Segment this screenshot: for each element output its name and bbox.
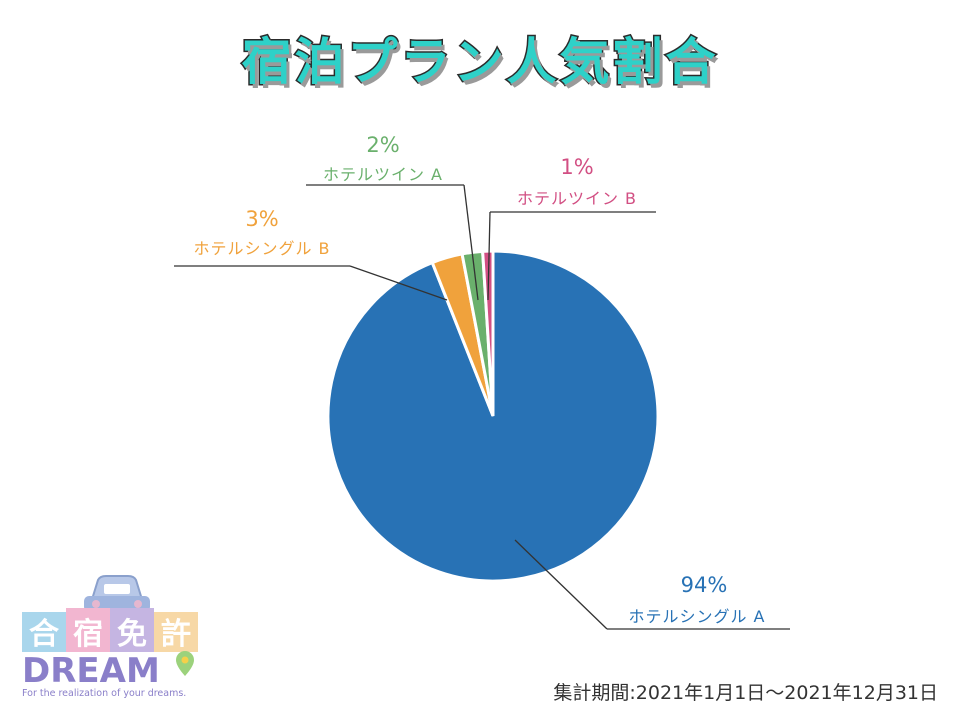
leader-line-1 [514, 539, 608, 630]
logo-kanji-4: 許 [161, 617, 191, 652]
logo-wordmark: DREAM [22, 651, 160, 691]
leader-line-4 [487, 211, 491, 301]
slice-percent-label-4: 1% [560, 155, 593, 179]
map-pin-icon [176, 651, 194, 676]
aggregation-period: 集計期間:2021年1月1日～2021年12月31日 [553, 682, 938, 704]
logo-kanji-3: 免 [117, 617, 147, 652]
logo: 合 宿 免 許 DREAM For the realization of you… [22, 570, 222, 700]
slice-category-label-4: ホテルツイン B [517, 189, 637, 208]
slice-category-label-3: ホテルツイン A [323, 165, 443, 184]
car-icon [84, 575, 150, 612]
pie-slice-4 [481, 249, 495, 417]
slice-category-label-2: ホテルシングル B [193, 239, 330, 258]
slice-percent-label-2: 3% [245, 207, 278, 231]
leader-line-3 [463, 184, 479, 301]
slice-percent-label-1: 94% [681, 573, 728, 597]
logo-tagline: For the realization of your dreams. [22, 688, 186, 699]
chart-title: 宿泊プラン人気割合 [240, 32, 719, 93]
leader-line-2 [349, 265, 448, 301]
logo-kanji-2: 宿 [73, 617, 103, 652]
slice-percent-label-3: 2% [366, 133, 399, 157]
slice-category-label-1: ホテルシングル A [628, 607, 765, 626]
logo-kanji-1: 合 [29, 617, 59, 652]
